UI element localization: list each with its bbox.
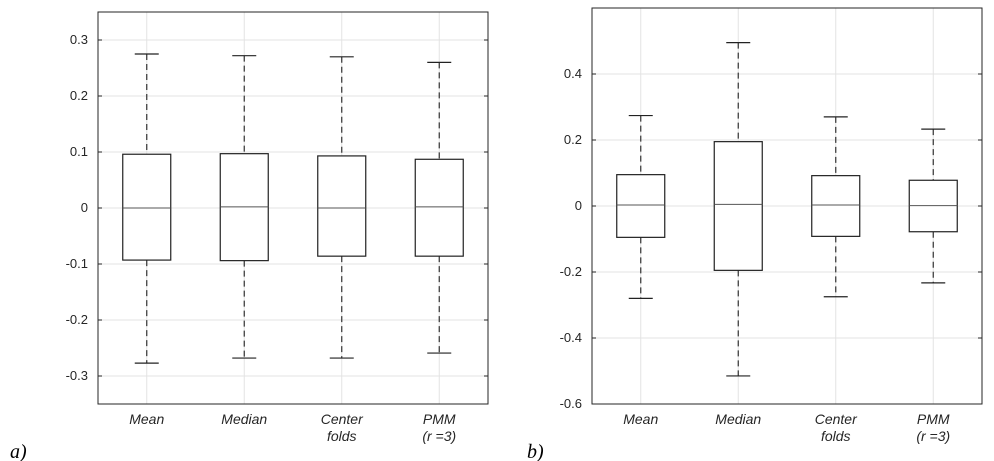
box-iqr [811,175,861,237]
y-tick-label: -0.1 [66,256,88,271]
y-tick-label: 0 [81,200,88,215]
x-category-label: folds [327,428,357,444]
y-tick-label: -0.2 [66,312,88,327]
panel-label: b) [527,441,544,461]
x-category-label: Center [815,411,858,427]
x-category-label: (r =3) [422,428,456,444]
box-iqr [616,174,666,238]
box-iqr [414,158,464,257]
y-tick-label: 0.4 [564,66,582,81]
x-category-label: PMM [917,411,950,427]
y-tick-label: -0.6 [560,396,582,411]
x-category-label: folds [821,428,851,444]
y-tick-label: -0.4 [560,330,582,345]
box-4 [414,61,464,354]
y-tick-label: 0 [575,198,582,213]
box-3 [811,116,861,298]
box-2 [219,55,269,359]
x-category-label: PMM [423,411,456,427]
x-category-label: Median [715,411,761,427]
box-iqr [713,141,763,271]
plot-frame [97,11,489,405]
box-iqr [122,153,172,261]
boxplot-panel-1: -0.3 -0.2 -0.1 0 0.1 0.2 0.3 Mean Median Centerfo… [10,11,489,461]
plot-frame [591,7,983,405]
x-category-label: Center [321,411,364,427]
box-1 [616,114,666,299]
x-category-label: Median [221,411,267,427]
box-iqr [317,155,367,257]
panel-label: a) [10,441,27,461]
y-tick-label: 0.3 [70,32,88,47]
box-4 [908,128,958,284]
y-tick-label: 0.2 [564,132,582,147]
box-1 [122,53,172,364]
x-category-label: (r =3) [916,428,950,444]
y-tick-label: 0.1 [70,144,88,159]
y-tick-label: -0.2 [560,264,582,279]
x-category-label: Mean [623,411,658,427]
y-tick-label: 0.2 [70,88,88,103]
box-3 [317,56,367,359]
x-category-label: Mean [129,411,164,427]
boxplot-panel-2: -0.6 -0.4 -0.2 0 0.2 0.4 Mean Median Centerfolds… [527,7,983,461]
box-2 [713,42,763,377]
y-tick-label: -0.3 [66,368,88,383]
